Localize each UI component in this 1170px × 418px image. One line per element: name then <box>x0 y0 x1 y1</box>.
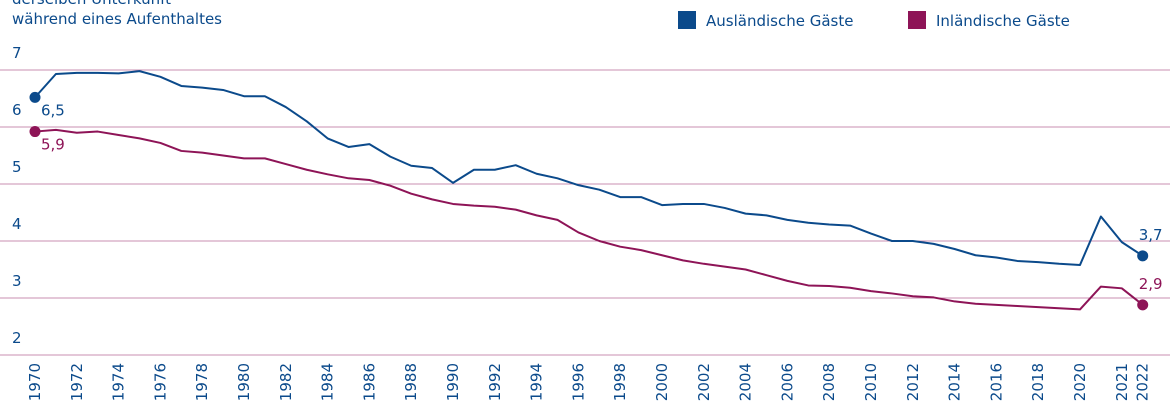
x-tick-label: 2022 <box>1134 363 1152 401</box>
x-tick-label: 2016 <box>987 363 1005 401</box>
x-tick-label: 2021 <box>1113 363 1131 401</box>
x-tick-label: 1988 <box>402 363 420 401</box>
x-tick-label: 2014 <box>946 363 964 401</box>
y-tick-label: 4 <box>12 215 22 233</box>
x-tick-label: 2002 <box>695 363 713 401</box>
series-line <box>34 128 1144 311</box>
x-tick-label: 1976 <box>151 363 169 401</box>
data-label: 6,5 <box>41 101 65 119</box>
x-tick-label: 2000 <box>653 363 671 401</box>
legend-label: Ausländische Gäste <box>706 12 853 30</box>
x-tick-label: 1994 <box>528 363 546 401</box>
y-tick-label: 2 <box>12 329 22 347</box>
x-tick-label: 1992 <box>486 363 504 401</box>
end-point <box>1137 250 1149 262</box>
chart-title: während eines Aufenthaltes <box>12 10 222 28</box>
y-tick-label: 6 <box>12 101 22 119</box>
series-line <box>34 70 1144 266</box>
legend-swatch <box>908 11 926 29</box>
end-point <box>29 91 41 103</box>
x-tick-label: 1998 <box>611 363 629 401</box>
y-tick-label: 5 <box>12 158 22 176</box>
end-point <box>29 126 41 138</box>
data-label: 3,7 <box>1139 226 1163 244</box>
x-tick-label: 1996 <box>569 363 587 401</box>
end-point <box>1137 299 1149 311</box>
x-tick-label: 1990 <box>444 363 462 401</box>
x-tick-label: 1984 <box>319 363 337 401</box>
y-tick-label: 3 <box>12 272 22 290</box>
data-label: 2,9 <box>1139 275 1163 293</box>
x-tick-label: 2010 <box>862 363 880 401</box>
x-tick-label: 1986 <box>360 363 378 401</box>
legend-swatch <box>678 11 696 29</box>
x-tick-label: 2008 <box>820 363 838 401</box>
x-tick-label: 2006 <box>778 363 796 401</box>
chart-title: derselben Unterkunft <box>12 0 171 8</box>
x-tick-label: 1972 <box>68 363 86 401</box>
x-tick-label: 2018 <box>1029 363 1047 401</box>
data-label: 5,9 <box>41 136 65 154</box>
x-tick-label: 1970 <box>26 363 44 401</box>
x-tick-label: 2020 <box>1071 363 1089 401</box>
x-tick-label: 1974 <box>110 363 128 401</box>
x-tick-label: 1982 <box>277 363 295 401</box>
x-tick-label: 2004 <box>737 363 755 401</box>
x-tick-label: 2012 <box>904 363 922 401</box>
y-tick-label: 7 <box>12 44 22 62</box>
legend-label: Inländische Gäste <box>936 12 1070 30</box>
x-tick-label: 1980 <box>235 363 253 401</box>
x-tick-label: 1978 <box>193 363 211 401</box>
